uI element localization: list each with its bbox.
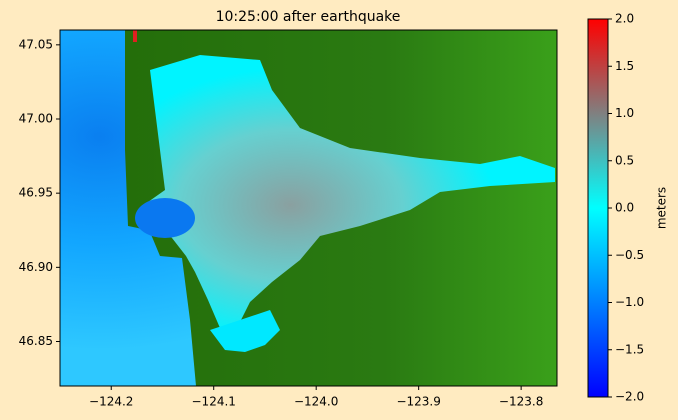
x-tick-label: −124.0: [294, 395, 338, 409]
x-tick-label: −124.1: [192, 395, 236, 409]
chart-title: 10:25:00 after earthquake: [216, 9, 401, 25]
plot-frame: [59, 29, 558, 387]
colorbar-tick-label: 0.5: [615, 153, 634, 167]
y-tick-label: 46.90: [19, 260, 53, 274]
bay: [148, 55, 555, 328]
bay-mouth: [135, 198, 195, 238]
colorbar-tick-label: −0.5: [615, 248, 644, 262]
colorbar-tick-label: −2.0: [615, 390, 644, 404]
colorbar-label: meters: [655, 187, 669, 229]
colorbar-tick-label: 1.0: [615, 106, 634, 120]
colorbar-tick-label: −1.5: [615, 342, 644, 356]
colorbar-tick-label: −1.0: [615, 295, 644, 309]
high-water: [133, 30, 137, 42]
colorbar-tick-label: 1.5: [615, 59, 634, 73]
colorbar: [587, 18, 609, 398]
colorbar-tick-label: 2.0: [615, 12, 634, 26]
colorbar-tick-label: 0.0: [615, 201, 634, 215]
south-bay: [210, 310, 280, 352]
y-tick-label: 47.05: [19, 37, 53, 51]
map-image: [60, 30, 557, 386]
x-tick-label: −124.2: [89, 395, 133, 409]
y-tick-label: 46.95: [19, 186, 53, 200]
y-tick-label: 46.85: [19, 334, 53, 348]
y-tick-label: 47.00: [19, 112, 53, 126]
x-tick-label: −123.9: [396, 395, 440, 409]
x-tick-label: −123.8: [499, 395, 543, 409]
